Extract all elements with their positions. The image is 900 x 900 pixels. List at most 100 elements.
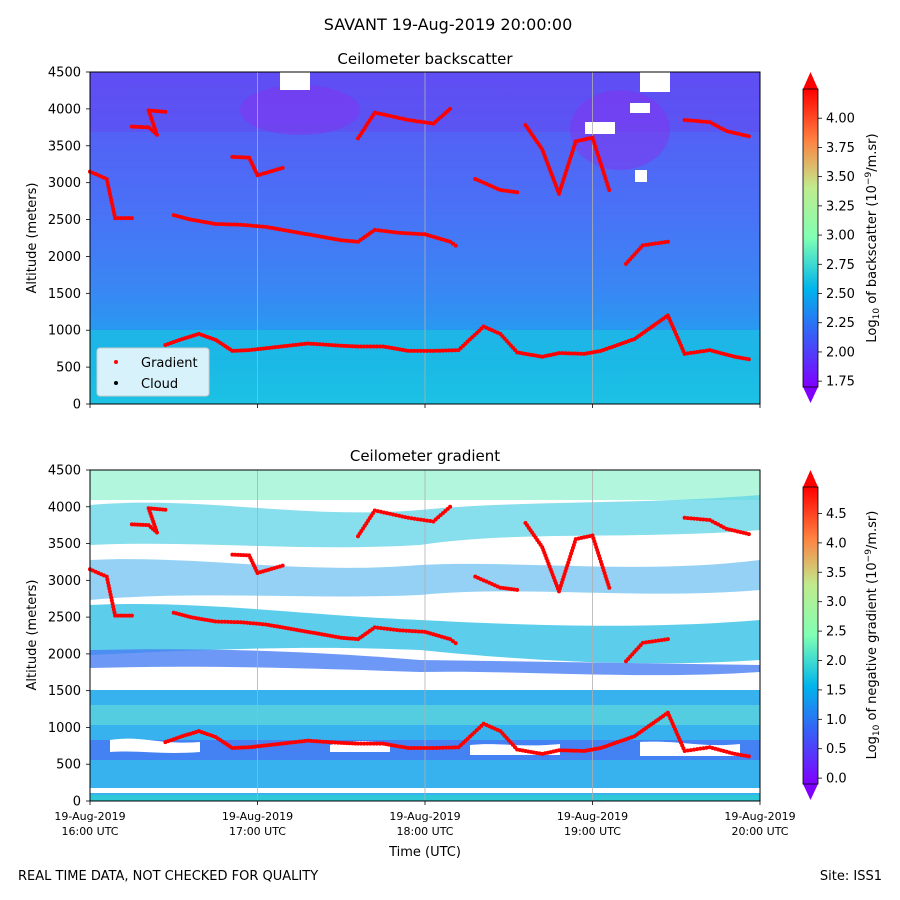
gradient-point — [258, 346, 263, 351]
gradient-point — [379, 626, 384, 631]
gradient-point — [324, 739, 329, 744]
gradient-point — [515, 587, 520, 592]
gradient-point — [311, 341, 316, 346]
gradient-point — [127, 216, 132, 221]
backscatter-ytick-label: 4500 — [48, 66, 81, 81]
gradient-point — [410, 231, 415, 236]
gradient-point — [356, 344, 360, 349]
gradient-point — [685, 351, 690, 356]
gradient-point — [578, 748, 583, 753]
gradient-point — [302, 739, 307, 744]
gradient-point — [261, 346, 266, 351]
gradient-point — [394, 115, 399, 120]
gradient-point — [255, 347, 260, 352]
gradient-point — [252, 347, 257, 352]
gradient-point — [698, 517, 703, 522]
gradient-point — [656, 638, 661, 643]
gradient-point — [443, 348, 448, 353]
gradient-point — [232, 222, 237, 227]
gradient-point — [107, 189, 112, 194]
gradient-point — [291, 740, 296, 745]
gradient-point — [124, 216, 129, 221]
gradient-point — [368, 741, 373, 746]
gradient-point — [557, 351, 561, 356]
gradient-colorbar-ticks: 0.0 0.5 1.0 1.5 2.0 2.5 3.0 3.5 4.0 4.5 — [818, 507, 847, 787]
gradient-point — [285, 343, 290, 348]
gradient-point — [108, 592, 113, 597]
gradient-point — [640, 640, 645, 645]
backscatter-ytick-label: 0 — [73, 398, 81, 413]
gradient-point — [388, 229, 393, 234]
gradient-point — [413, 231, 418, 236]
gradient-point — [394, 513, 399, 518]
backscatter-colorbar-tick-label: 3.25 — [826, 199, 855, 214]
gradient-point — [695, 516, 700, 521]
gradient-y-axis: 0 500 1000 1500 2000 2500 3000 3500 4000 4500 — [48, 464, 90, 810]
gradient-point — [437, 348, 442, 353]
gradient-point — [607, 585, 612, 590]
gradient-point — [388, 627, 393, 632]
gradient-point — [425, 518, 430, 523]
gradient-point — [515, 190, 520, 195]
gradient-point — [415, 348, 420, 353]
gradient-point — [279, 741, 284, 746]
gradient-point — [294, 342, 299, 347]
gradient-point — [385, 229, 390, 234]
gradient-point — [270, 742, 275, 747]
gradient-point — [308, 341, 313, 346]
backscatter-ytick-label: 3000 — [48, 176, 81, 191]
backscatter-panel: Ceilometer backscatter 0 500 1000 1500 2000 2… — [25, 50, 882, 413]
gradient-point — [245, 620, 250, 625]
gradient-point — [365, 741, 370, 746]
backscatter-ytick-label: 2000 — [48, 250, 81, 265]
gradient-point — [280, 165, 285, 170]
gradient-point — [305, 341, 310, 346]
gradient-point — [330, 740, 335, 745]
gradient-point — [285, 741, 290, 746]
gradient-point — [403, 515, 408, 520]
gradient-point — [701, 349, 706, 354]
gradient-point — [575, 748, 580, 753]
gradient-point — [129, 216, 134, 221]
backscatter-ytick-label: 1000 — [48, 324, 81, 339]
gradient-point — [356, 741, 360, 746]
gradient-xtick-time: 17:00 UTC — [229, 825, 286, 838]
gradient-point — [394, 230, 399, 235]
gradient-point — [607, 188, 612, 193]
gradient-point — [308, 738, 313, 743]
gradient-point — [387, 511, 392, 516]
gradient-point — [324, 342, 329, 347]
gradient-point — [387, 113, 392, 118]
gradient-point — [428, 121, 433, 126]
gradient-ytick-label: 1000 — [48, 721, 81, 736]
backscatter-colorbar-ticks: 1.75 2.00 2.25 2.50 2.75 3.00 3.25 3.50 3.75 4.00 — [818, 112, 855, 390]
gradient-colorbar-tick-label: 2.5 — [826, 625, 847, 640]
gradient-point — [560, 748, 565, 753]
gradient-point — [226, 619, 231, 624]
gradient-title: Ceilometer gradient — [350, 447, 500, 465]
gradient-point — [692, 118, 697, 123]
gradient-point — [643, 640, 648, 645]
gradient-point — [372, 110, 377, 115]
gradient-point — [258, 743, 263, 748]
gradient-point — [104, 176, 109, 181]
gradient-point — [245, 223, 250, 228]
gradient-point — [391, 114, 396, 119]
gradient-point — [320, 342, 325, 347]
gradient-point — [447, 348, 452, 353]
gradient-point — [382, 228, 387, 233]
gradient-point — [112, 610, 117, 615]
gradient-point — [575, 351, 580, 356]
gradient-point — [254, 224, 259, 229]
backscatter-colorbar-tick-label: 1.75 — [826, 375, 855, 390]
gradient-point — [374, 741, 379, 746]
gradient-point — [213, 619, 218, 624]
gradient-point — [647, 242, 652, 247]
gradient-point — [397, 628, 402, 633]
gradient-point — [107, 586, 112, 591]
gradient-point — [247, 745, 252, 750]
gradient-point — [412, 746, 417, 751]
gradient-point — [409, 746, 414, 751]
backscatter-colorbar-tick-label: 3.00 — [826, 229, 855, 244]
gradient-point — [111, 604, 116, 609]
